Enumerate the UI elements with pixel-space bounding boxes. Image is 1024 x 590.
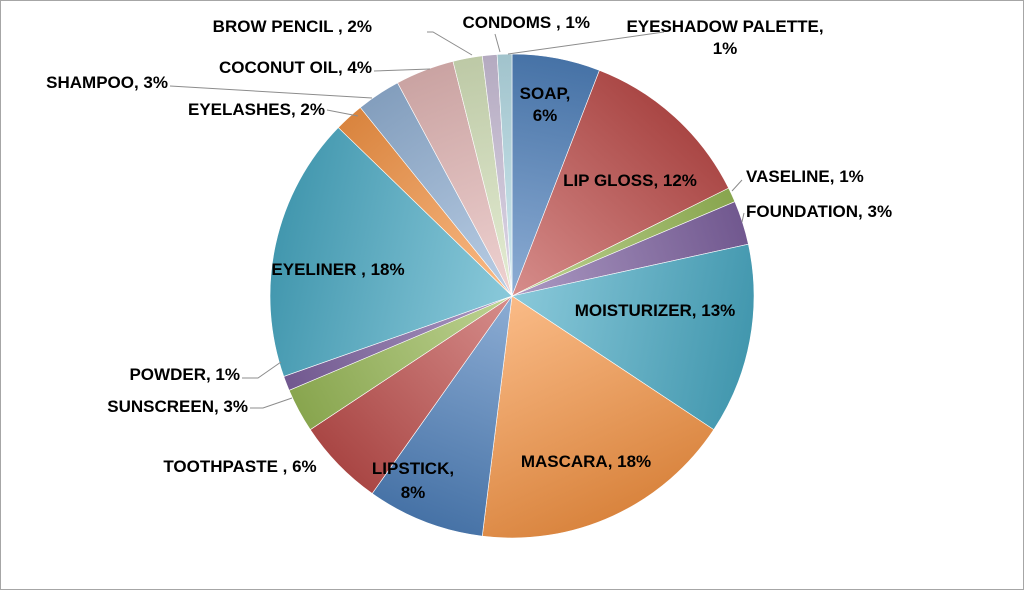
leader-line-eyelashes <box>326 109 359 117</box>
data-label-eyelashes: EYELASHES, 2% <box>188 100 325 119</box>
leader-line-foundation <box>741 212 745 223</box>
pie-slice-moisturizer <box>511 243 755 431</box>
data-label-brow-pencil: BROW PENCIL , 2% <box>213 17 372 36</box>
leader-line-coconut-oil <box>373 68 431 72</box>
data-label-powder: POWDER, 1% <box>129 365 240 384</box>
data-label-coconut-oil: COCONUT OIL, 4% <box>219 58 372 77</box>
pie-slice-lip-gloss <box>511 69 730 297</box>
data-label-sunscreen: SUNSCREEN, 3% <box>107 397 248 416</box>
data-label-lip-gloss: LIP GLOSS, 12% <box>563 171 697 190</box>
leader-line-condoms <box>494 33 501 53</box>
pie-slice-mascara <box>481 295 715 539</box>
data-label-mascara: MASCARA, 18% <box>521 452 651 471</box>
data-label-moisturizer: MOISTURIZER, 13% <box>575 301 736 320</box>
pie-slice-eyeshadow-palette <box>496 53 513 297</box>
leader-line-shampoo <box>169 85 373 99</box>
data-label-eyeliner: EYELINER , 18% <box>271 260 404 279</box>
leader-line-eyeshadow-palette <box>507 31 665 55</box>
data-label-condoms: CONDOMS , 1% <box>462 13 590 32</box>
data-label-lipstick: LIPSTICK, 8% <box>372 459 454 502</box>
leader-line-vaseline <box>731 179 743 192</box>
data-label-eyeshadow-palette: EYESHADOW PALETTE, 1% <box>626 17 823 58</box>
leader-line-powder <box>242 361 282 379</box>
pie-slice-lipstick <box>371 295 513 537</box>
data-label-soap: SOAP, 6% <box>520 84 571 125</box>
pie-slices <box>269 53 755 539</box>
data-label-foundation: FOUNDATION, 3% <box>746 202 892 221</box>
leader-line-brow-pencil <box>427 31 473 56</box>
data-label-vaseline: VASELINE, 1% <box>746 167 864 186</box>
data-label-shampoo: SHAMPOO, 3% <box>46 73 168 92</box>
data-label-toothpaste: TOOTHPASTE , 6% <box>163 457 316 476</box>
leader-line-sunscreen <box>250 397 293 409</box>
data-labels: SOAP, 6% LIP GLOSS, 12% VASELINE, 1% FOUNDAT… <box>46 13 892 502</box>
pie-slice-eyeliner <box>269 127 513 377</box>
